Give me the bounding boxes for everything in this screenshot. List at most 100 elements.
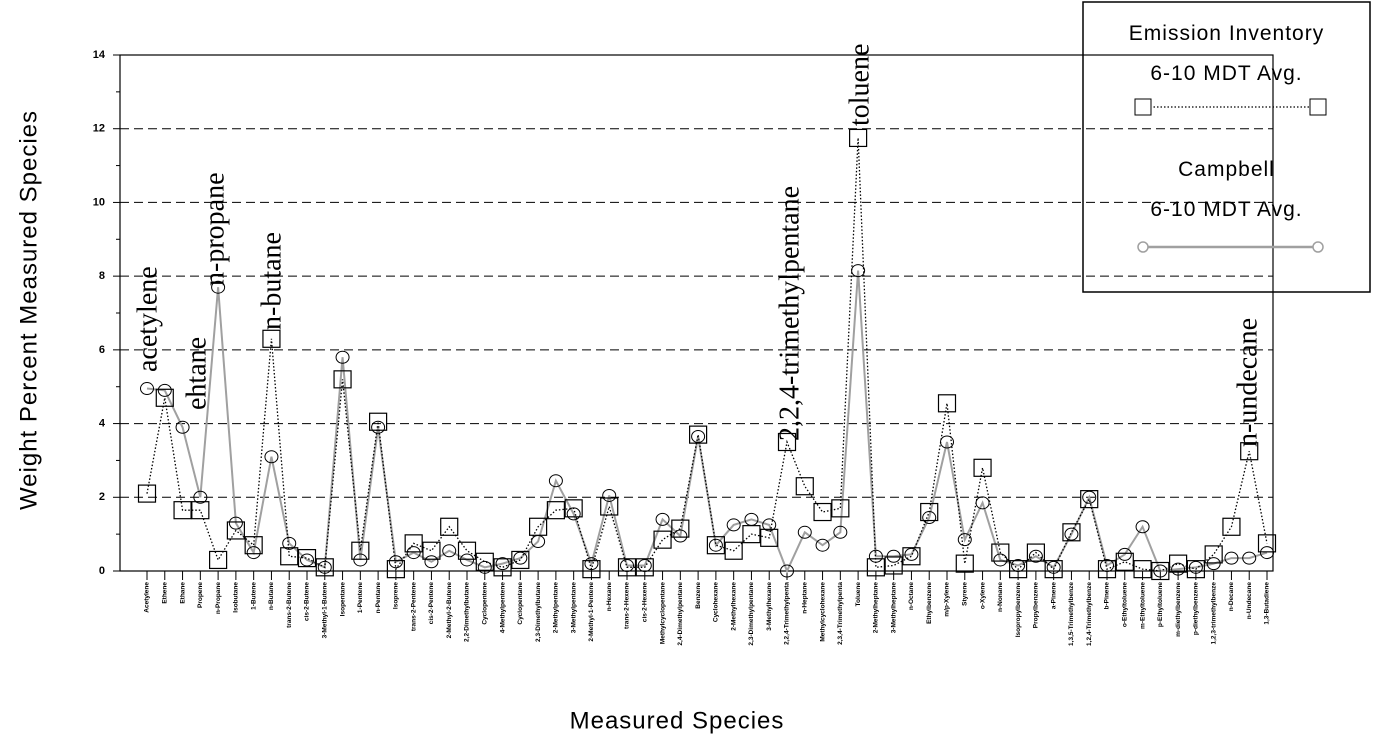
x-tick-label: Isoprene — [393, 582, 400, 609]
data-point — [1080, 490, 1099, 509]
series-line — [146, 137, 1268, 572]
y-tick-label: 14 — [93, 49, 106, 61]
x-tick-label: o-Ethyltoluene — [1121, 582, 1128, 628]
data-point — [833, 525, 848, 539]
data-point — [297, 548, 317, 568]
data-point — [157, 383, 172, 397]
data-point — [244, 536, 263, 555]
data-point — [780, 564, 794, 578]
data-point — [904, 547, 919, 561]
data-point — [353, 553, 368, 567]
x-tick-label: cis-2-Pentene — [428, 582, 435, 625]
x-tick-label: Methylcyclopentane — [659, 582, 666, 645]
legend-label: Campbell 6-10 MDT Avg. — [1150, 158, 1303, 221]
data-point — [351, 541, 370, 560]
data-point — [440, 517, 459, 536]
data-point — [777, 432, 797, 452]
data-point — [460, 553, 474, 567]
data-point — [617, 558, 637, 577]
x-tick-label: Propylbenzene — [1033, 582, 1040, 629]
data-point — [264, 450, 279, 464]
data-point — [566, 507, 581, 521]
data-point — [886, 549, 901, 563]
data-point — [1224, 551, 1239, 565]
data-point — [815, 538, 830, 552]
y-tick-label: 0 — [99, 565, 105, 577]
data-point — [706, 536, 725, 555]
data-point — [584, 557, 599, 571]
data-point — [564, 499, 583, 518]
x-tick-label: p-diethylbenzene — [1193, 582, 1200, 635]
x-tick-label: n-Propane — [215, 582, 222, 615]
x-tick-label: Propene — [197, 582, 204, 608]
annotation: 2,2,4-trimethylpentane — [774, 186, 805, 441]
data-point — [1204, 545, 1223, 564]
x-tick-label: n-Nonane — [997, 582, 1004, 612]
data-point — [475, 552, 494, 571]
data-point — [1115, 552, 1134, 571]
data-point — [1011, 558, 1026, 572]
data-point — [957, 533, 972, 547]
x-tick-label: 3-Methylpentane — [570, 582, 577, 634]
data-point — [866, 558, 885, 577]
y-tick-label: 4 — [99, 417, 106, 429]
data-point — [937, 394, 957, 413]
data-point — [193, 490, 208, 504]
x-tick-label: 1,3-Butadiene — [1264, 582, 1271, 625]
data-point — [369, 412, 388, 431]
data-point — [637, 558, 652, 572]
annotation: n-butane — [256, 232, 287, 330]
x-tick-label: Ethane — [179, 582, 186, 604]
data-point — [1135, 520, 1150, 534]
series-line — [146, 270, 1268, 574]
legend-marker — [1137, 241, 1149, 253]
data-point — [602, 488, 617, 502]
data-point — [742, 525, 761, 544]
y-axis-label: Weight Percent Measured Species — [15, 110, 42, 510]
x-tick-label: 2-Methyl-1-Pentene — [588, 582, 595, 642]
data-point — [724, 541, 743, 560]
data-point — [762, 518, 777, 532]
data-point — [155, 388, 174, 407]
x-tick-label: 1,2,3-trimethylbenze — [1210, 582, 1217, 645]
x-tick-label: Cyclohexane — [713, 582, 720, 622]
data-point — [280, 547, 299, 566]
x-tick-label: 1,2,4-Trimethylbenze — [1086, 582, 1093, 646]
x-tick-label: 2-Methylhexane — [730, 582, 737, 631]
data-point — [386, 560, 405, 579]
data-point — [246, 546, 261, 560]
x-tick-label: trans-2-Pentene — [410, 582, 417, 632]
x-axis-label: Measured Species — [570, 707, 785, 734]
data-point — [1186, 560, 1205, 579]
x-tick-label: 2,2,4-Trimethylpenta — [784, 582, 791, 645]
y-tick-label: 8 — [99, 270, 105, 282]
x-tick-label: n-Heptane — [801, 582, 808, 614]
data-point — [1171, 562, 1186, 576]
data-point — [422, 541, 441, 560]
data-point — [955, 554, 974, 573]
x-tick-label: 4-Methylpentene — [499, 582, 506, 634]
data-point — [1028, 549, 1043, 563]
data-point — [140, 382, 154, 396]
y-tick-label: 10 — [93, 196, 105, 208]
x-tick-label: n-Hexane — [606, 582, 613, 612]
data-point — [442, 544, 457, 558]
legend-label: Emission Inventory 6-10 MDT Avg. — [1128, 22, 1325, 85]
data-point — [600, 497, 619, 516]
x-tick-label: a-Pinene — [1050, 582, 1057, 609]
data-point — [477, 560, 492, 574]
data-point — [1009, 560, 1028, 579]
data-point — [975, 496, 990, 510]
data-point — [582, 560, 601, 579]
data-point — [991, 543, 1010, 562]
x-tick-label: cis-2-Butene — [304, 582, 311, 621]
annotation: n-propane — [199, 172, 230, 286]
x-tick-label: p-Ethyltoluene — [1157, 582, 1164, 628]
annotation: ehtane — [181, 337, 212, 410]
x-tick-label: m-diethylbenzene — [1175, 582, 1182, 637]
x-tick-label: n-Butane — [268, 582, 275, 611]
data-point — [300, 553, 314, 567]
data-point — [548, 474, 563, 488]
y-tick-label: 6 — [99, 344, 105, 356]
